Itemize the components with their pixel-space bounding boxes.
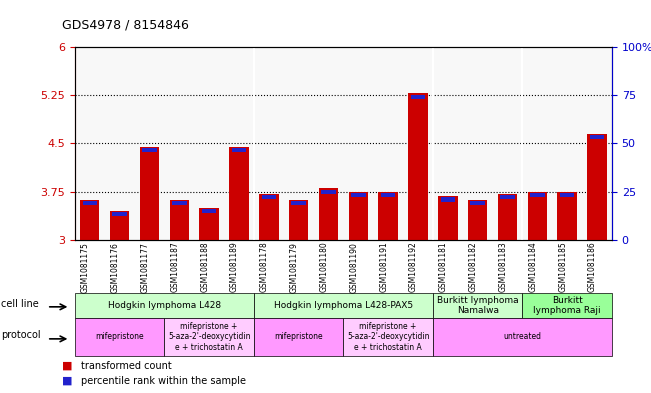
Bar (349, 191, 368, 240)
Bar (378, 191, 398, 240)
Bar (557, 191, 577, 240)
Text: Burkitt
lymphoma Raji: Burkitt lymphoma Raji (533, 296, 601, 315)
Text: GSM1081192: GSM1081192 (409, 242, 418, 292)
Text: GSM1081190: GSM1081190 (350, 242, 358, 292)
Bar (560, 193, 574, 197)
Text: Burkitt lymphoma
Namalwa: Burkitt lymphoma Namalwa (437, 296, 518, 315)
Bar (199, 208, 219, 240)
Text: GSM1081175: GSM1081175 (81, 242, 90, 292)
Bar (471, 201, 485, 206)
Bar (202, 209, 216, 213)
Text: GSM1081187: GSM1081187 (171, 242, 179, 292)
Bar (381, 193, 395, 197)
Text: mifepristone +
5-aza-2'-deoxycytidin
e + trichostatin A: mifepristone + 5-aza-2'-deoxycytidin e +… (168, 322, 251, 352)
Bar (468, 200, 488, 240)
Text: GSM1081179: GSM1081179 (290, 242, 299, 292)
Text: cell line: cell line (1, 299, 39, 309)
Bar (441, 197, 455, 202)
Text: GSM1081180: GSM1081180 (320, 242, 329, 292)
Bar (351, 193, 366, 197)
Bar (262, 195, 276, 199)
Text: GSM1081184: GSM1081184 (529, 242, 537, 292)
Bar (113, 212, 127, 216)
Bar (411, 95, 425, 99)
Text: mifepristone: mifepristone (274, 332, 323, 342)
Text: percentile rank within the sample: percentile rank within the sample (81, 376, 246, 386)
Text: untreated: untreated (503, 332, 542, 342)
Text: Hodgkin lymphoma L428: Hodgkin lymphoma L428 (108, 301, 221, 310)
Bar (530, 193, 545, 197)
Bar (500, 195, 515, 199)
Text: protocol: protocol (1, 330, 41, 340)
Text: GSM1081189: GSM1081189 (230, 242, 239, 292)
Bar (80, 200, 100, 240)
Bar (172, 201, 187, 206)
Text: GSM1081181: GSM1081181 (439, 242, 448, 292)
Bar (140, 147, 159, 240)
Bar (590, 135, 604, 139)
Text: ■: ■ (62, 376, 72, 386)
Text: GSM1081188: GSM1081188 (200, 242, 209, 292)
Bar (528, 191, 547, 240)
Text: mifepristone: mifepristone (95, 332, 144, 342)
Text: transformed count: transformed count (81, 361, 172, 371)
Bar (170, 200, 189, 240)
Bar (587, 134, 607, 240)
Bar (408, 94, 428, 240)
Text: mifepristone +
5-aza-2'-deoxycytidin
e + trichostatin A: mifepristone + 5-aza-2'-deoxycytidin e +… (347, 322, 430, 352)
Text: GSM1081183: GSM1081183 (499, 242, 508, 292)
Bar (83, 201, 97, 206)
Bar (289, 200, 309, 240)
Bar (319, 188, 338, 240)
Text: GSM1081191: GSM1081191 (379, 242, 388, 292)
Text: GSM1081185: GSM1081185 (558, 242, 567, 292)
Text: GSM1081186: GSM1081186 (588, 242, 597, 292)
Text: ■: ■ (62, 361, 72, 371)
Bar (142, 148, 157, 152)
Bar (229, 147, 249, 240)
Bar (498, 193, 517, 240)
Text: Hodgkin lymphoma L428-PAX5: Hodgkin lymphoma L428-PAX5 (274, 301, 413, 310)
Text: GSM1081182: GSM1081182 (469, 242, 478, 292)
Text: GSM1081177: GSM1081177 (141, 242, 150, 292)
Bar (292, 201, 306, 206)
Bar (321, 190, 336, 194)
Text: GDS4978 / 8154846: GDS4978 / 8154846 (62, 18, 189, 31)
Text: GSM1081176: GSM1081176 (111, 242, 120, 292)
Text: GSM1081178: GSM1081178 (260, 242, 269, 292)
Bar (232, 148, 246, 152)
Bar (259, 193, 279, 240)
Bar (110, 211, 130, 240)
Bar (438, 196, 458, 240)
